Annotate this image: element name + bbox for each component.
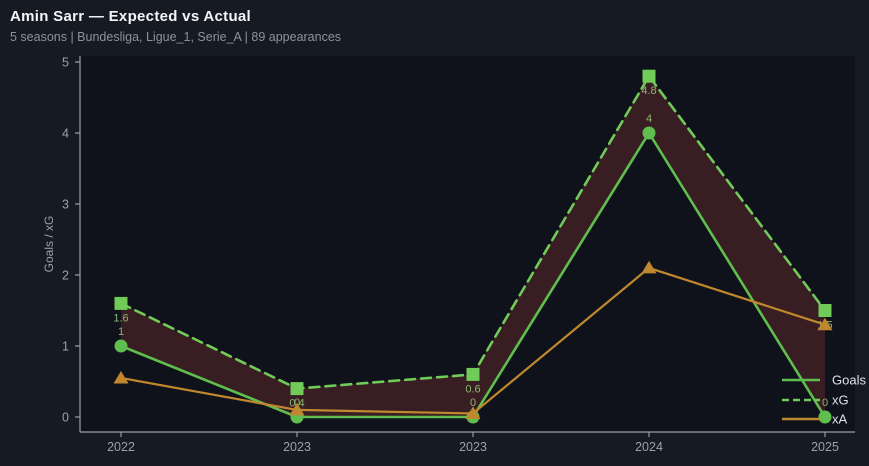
point-label-goals: 0 xyxy=(822,397,828,409)
x-tick-label: 2023 xyxy=(459,440,487,454)
legend-label-goals: Goals xyxy=(832,373,866,388)
data-point-goals xyxy=(642,126,656,140)
point-label-goals: 4 xyxy=(646,113,652,125)
y-tick-label: 0 xyxy=(62,411,69,425)
data-point-xa xyxy=(113,370,129,384)
data-point-xg xyxy=(642,69,656,83)
x-tick-label: 2024 xyxy=(635,440,663,454)
data-point-xa xyxy=(641,260,657,274)
y-tick-label: 5 xyxy=(62,56,69,70)
point-label-xg: 0.6 xyxy=(465,383,480,395)
y-tick-label: 3 xyxy=(62,198,69,212)
legend-label-xg: xG xyxy=(832,393,849,408)
data-point-xg xyxy=(818,304,832,317)
x-tick-label: 2025 xyxy=(811,440,839,454)
data-point-xa xyxy=(817,317,833,331)
data-point-xa xyxy=(465,406,481,419)
data-point-xg xyxy=(290,382,304,396)
y-axis-label: Goals / xG xyxy=(42,216,56,273)
x-tick-label: 2023 xyxy=(283,440,311,454)
legend-item-xg: xG xyxy=(782,393,849,408)
chart-title: Amin Sarr — Expected vs Actual xyxy=(10,8,252,25)
data-point-xg xyxy=(466,367,480,381)
point-label-xg: 1.6 xyxy=(113,312,128,324)
data-point-goals xyxy=(114,339,128,353)
data-point-xa xyxy=(289,402,305,416)
point-label-goals: 1 xyxy=(118,326,124,338)
point-label-goals: 0 xyxy=(470,397,476,409)
legend-item-xa: xA xyxy=(782,412,848,427)
legend-item-goals: Goals xyxy=(782,373,866,388)
data-point-xg xyxy=(114,296,128,310)
chart-subtitle: 5 seasons | Bundesliga, Ligue_1, Serie_A… xyxy=(10,30,342,44)
x-tick-label: 2022 xyxy=(107,440,135,454)
y-tick-label: 1 xyxy=(62,340,69,354)
legend-label-xa: xA xyxy=(832,412,848,427)
y-tick-label: 4 xyxy=(62,127,69,141)
point-label-xg: 4.8 xyxy=(641,85,656,97)
y-tick-label: 2 xyxy=(62,269,69,283)
data-point-goals xyxy=(818,410,832,424)
chart-header: Amin Sarr — Expected vs Actual 5 seasons… xyxy=(10,6,850,44)
